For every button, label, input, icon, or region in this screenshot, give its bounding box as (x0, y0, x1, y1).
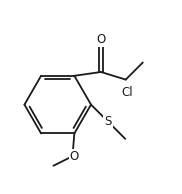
Text: O: O (96, 33, 106, 46)
Text: Cl: Cl (122, 86, 133, 99)
Text: O: O (70, 150, 79, 163)
Text: S: S (104, 115, 112, 128)
